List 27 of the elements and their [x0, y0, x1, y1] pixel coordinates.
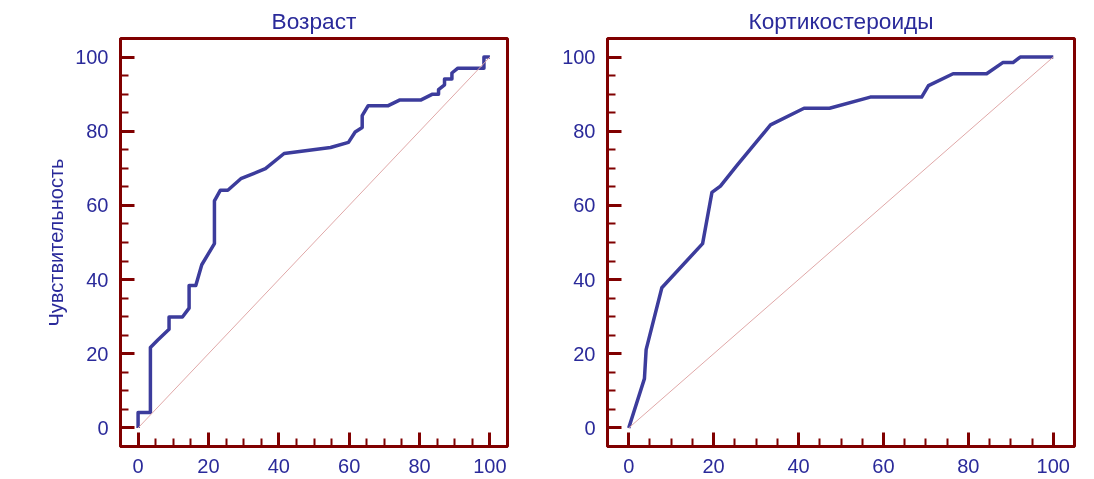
y-tick-label: 80: [86, 120, 109, 143]
chart-title: Возраст: [271, 7, 357, 34]
x-tick-label: 60: [338, 454, 361, 477]
y-tick-label: 0: [97, 416, 109, 439]
y-tick-label: 20: [86, 342, 109, 365]
y-tick-label: 80: [573, 120, 596, 143]
y-tick-label: 40: [86, 268, 109, 291]
x-tick-label: 80: [408, 454, 431, 477]
x-tick-label: 40: [787, 454, 810, 477]
y-tick-label: 100: [75, 46, 109, 69]
x-tick-label: 80: [957, 454, 980, 477]
chart-title: Кортикостероиды: [748, 7, 934, 34]
y-tick-label: 60: [573, 194, 596, 217]
y-tick-label: 40: [573, 268, 596, 291]
y-tick-label: 100: [562, 46, 596, 69]
y-axis-title: Чувствительность: [45, 158, 68, 327]
x-tick-label: 100: [473, 454, 507, 477]
x-tick-label: 60: [872, 454, 895, 477]
x-tick-label: 100: [1036, 454, 1070, 477]
y-tick-label: 0: [584, 416, 596, 439]
x-tick-label: 0: [132, 454, 144, 477]
x-tick-label: 0: [623, 454, 635, 477]
y-tick-label: 20: [573, 342, 596, 365]
y-tick-label: 60: [86, 194, 109, 217]
x-tick-label: 20: [197, 454, 220, 477]
x-tick-label: 20: [702, 454, 725, 477]
x-tick-label: 40: [267, 454, 290, 477]
